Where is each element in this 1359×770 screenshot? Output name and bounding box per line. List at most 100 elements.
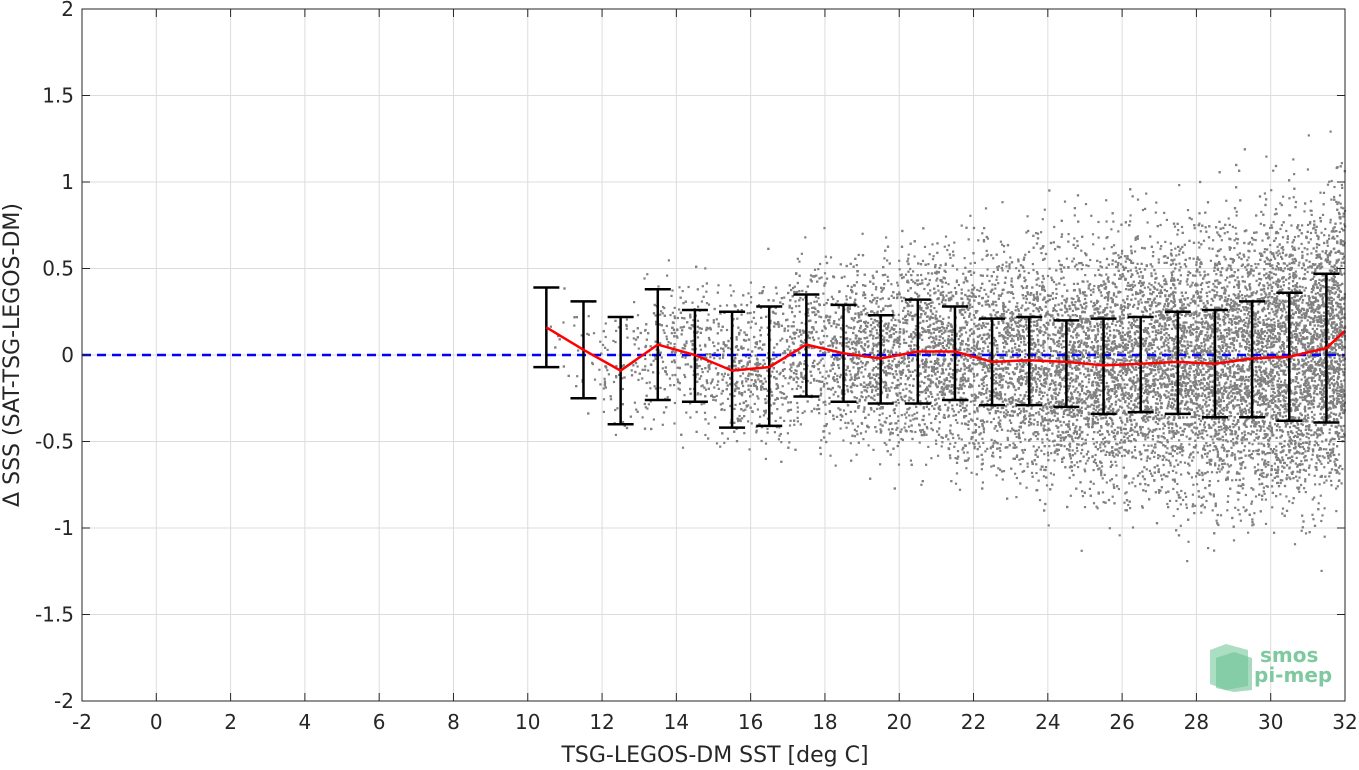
scatter-point [1230,390,1233,393]
scatter-point [948,341,951,344]
scatter-point [743,339,746,342]
scatter-point [1310,317,1313,320]
scatter-point [1175,424,1178,427]
scatter-point [1018,363,1022,366]
scatter-point [704,267,707,270]
scatter-point [1304,379,1307,382]
scatter-point [1118,345,1121,348]
scatter-point [1025,391,1028,394]
scatter-point [1157,325,1161,328]
scatter-point [1224,296,1227,299]
scatter-point [1305,459,1308,462]
scatter-point [983,375,987,378]
scatter-point [865,362,868,365]
scatter-point [842,439,845,442]
scatter-point [956,421,959,424]
scatter-point [850,419,853,422]
scatter-point [1133,344,1136,347]
scatter-point [915,279,918,282]
scatter-point [1143,286,1146,289]
scatter-point [1166,319,1169,322]
scatter-point [1334,344,1337,347]
scatter-point [976,343,979,346]
scatter-point [1124,509,1127,512]
scatter-point [1191,503,1195,506]
scatter-point [1313,496,1316,499]
scatter-point [939,293,942,296]
scatter-point [1275,475,1278,478]
scatter-point [1180,376,1183,379]
scatter-point [966,451,969,454]
scatter-point [1181,304,1184,307]
scatter-point [1096,431,1099,434]
scatter-point [1290,349,1293,353]
scatter-point [1205,327,1209,330]
scatter-point [809,319,812,322]
scatter-point [750,379,753,382]
scatter-point [1298,289,1301,292]
scatter-point [1088,356,1091,359]
scatter-point [942,317,945,320]
scatter-point [1150,369,1153,372]
scatter-point [1292,447,1296,450]
scatter-point [1212,282,1215,286]
scatter-point [1279,414,1282,417]
scatter-point [1296,465,1299,468]
scatter-point [1040,422,1043,425]
scatter-point [1136,318,1139,321]
scatter-point [894,363,897,367]
scatter-point [875,358,878,361]
scatter-point [1124,423,1127,426]
scatter-point [774,419,777,423]
scatter-point [1321,213,1325,216]
scatter-point [1049,319,1052,322]
scatter-point [1087,284,1090,287]
scatter-point [980,324,983,327]
scatter-point [981,481,984,484]
scatter-point [1151,357,1155,360]
scatter-point [1037,318,1040,321]
scatter-point [1185,331,1188,334]
scatter-point [1206,434,1209,437]
scatter-point [753,311,756,314]
scatter-point [1095,394,1099,397]
scatter-point [1247,389,1250,392]
scatter-point [1321,365,1324,368]
scatter-point [1008,317,1012,320]
scatter-point [1016,329,1019,332]
scatter-point [997,265,1001,268]
scatter-point [1319,335,1322,338]
scatter-point [1292,460,1295,463]
scatter-point [1042,343,1045,346]
scatter-point [988,334,991,337]
scatter-point [1037,343,1040,346]
scatter-point [849,326,852,329]
scatter-point [1145,378,1148,381]
scatter-point [1267,287,1270,290]
scatter-point [673,361,676,364]
scatter-point [1114,438,1117,441]
scatter-point [1284,423,1288,426]
scatter-point [1320,383,1323,386]
scatter-point [1236,311,1239,314]
scatter-point [952,250,955,253]
scatter-point [1286,384,1289,387]
scatter-point [1291,380,1294,383]
scatter-point [1324,423,1327,426]
scatter-point [1134,389,1137,392]
scatter-point [828,410,831,413]
scatter-point [1287,457,1290,460]
scatter-point [1054,374,1057,377]
scatter-point [1057,329,1060,332]
scatter-point [1200,429,1204,432]
scatter-point [1123,255,1127,258]
scatter-point [1053,392,1056,395]
scatter-point [985,322,988,325]
scatter-point [941,332,944,335]
scatter-point [1196,258,1199,261]
scatter-point [956,363,959,367]
scatter-point [637,347,640,350]
scatter-point [876,310,879,313]
scatter-point [1002,375,1005,378]
scatter-point [1226,267,1229,270]
